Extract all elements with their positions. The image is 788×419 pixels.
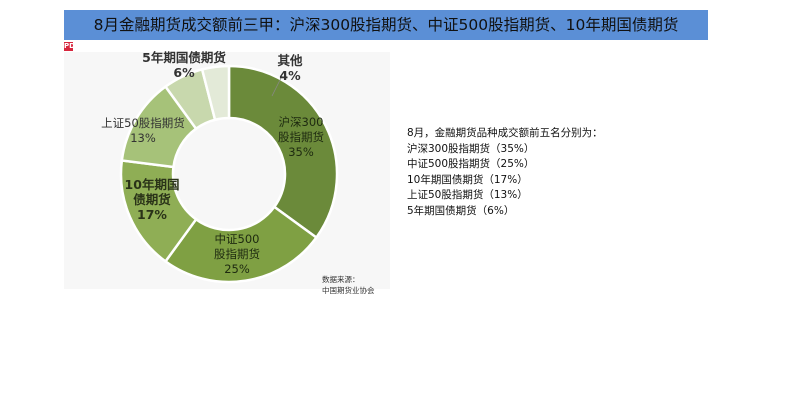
slice-label-3: 上证50股指期货 13%	[101, 116, 185, 145]
slice-1	[163, 205, 319, 284]
summary-item: 5年期国债期货（6%）	[407, 204, 515, 217]
pdf-icon: PDF	[64, 42, 80, 51]
chart-title: 8月金融期货成交额前三甲：沪深300股指期货、中证500股指期货、10年期国债期…	[64, 10, 708, 40]
slice-0	[227, 64, 339, 240]
data-source: 数据来源： 中国期货业协会	[322, 274, 375, 296]
summary-heading: 8月，金融期货品种成交额前五名分别为：	[407, 127, 603, 139]
summary-item: 上证50股指期货（13%）	[407, 189, 528, 201]
slice-label-5: 其他 4%	[277, 53, 303, 83]
slice-label-4: 5年期国债期货 6%	[142, 50, 226, 80]
slice-label-0: 沪深300 股指期货 35%	[278, 115, 324, 159]
summary-text: 8月，金融期货品种成交额前五名分别为： 沪深300股指期货（35%） 中证500…	[407, 126, 603, 219]
summary-item: 10年期国债期货（17%）	[407, 173, 528, 186]
slice-label-2: 10年期国债期货 17%	[125, 177, 180, 222]
summary-item: 中证500股指期货（25%）	[407, 158, 535, 170]
leader-line	[271, 75, 283, 97]
source-label: 数据来源：	[322, 275, 360, 284]
slice-5	[200, 64, 231, 122]
slice-label-1: 中证500 股指期货 25%	[214, 232, 260, 276]
summary-item: 沪深300股指期货（35%）	[407, 142, 535, 155]
source-name: 中国期货业协会	[322, 286, 375, 295]
